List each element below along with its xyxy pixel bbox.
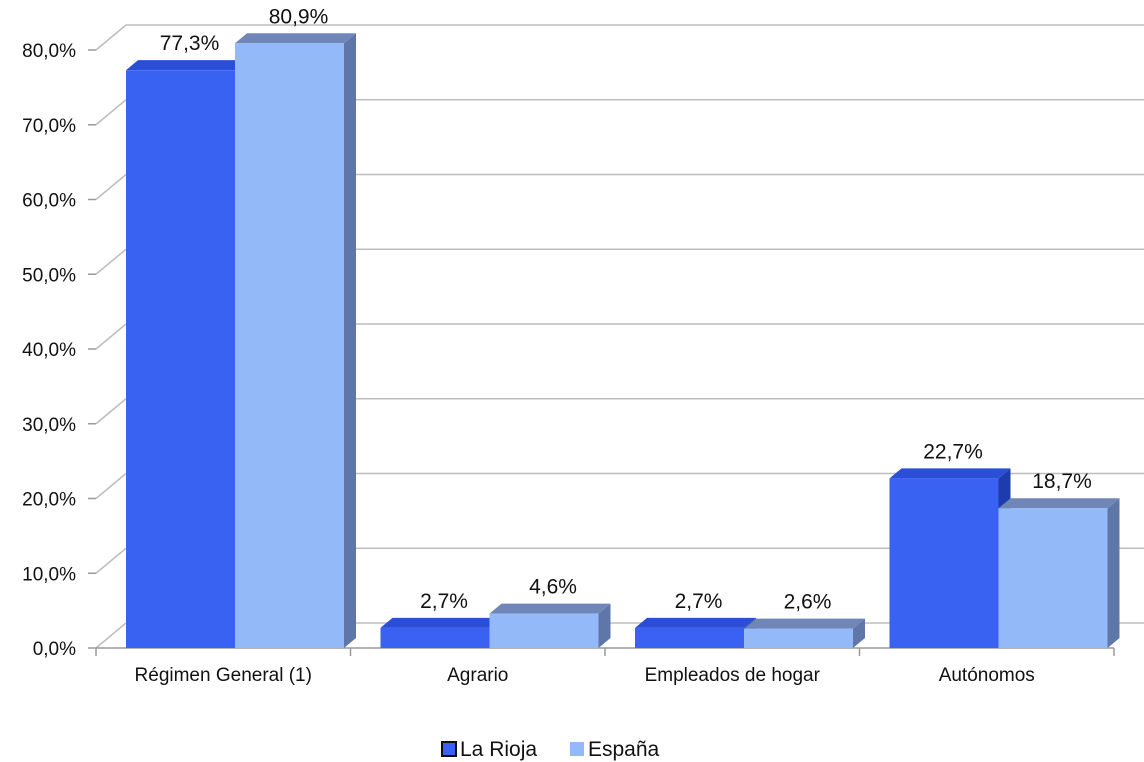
bar-top xyxy=(998,498,1120,509)
legend-label: España xyxy=(588,738,660,761)
gridline-edge xyxy=(95,323,127,350)
gridline-edge xyxy=(95,622,127,649)
data-label: 2,7% xyxy=(420,590,468,613)
bar xyxy=(998,508,1108,648)
legend-swatch xyxy=(441,741,457,757)
bar xyxy=(489,613,599,648)
y-tick-label: 20,0% xyxy=(22,490,76,511)
y-tick-label: 50,0% xyxy=(22,265,76,286)
gridline-edge xyxy=(95,99,127,126)
bar xyxy=(126,70,235,649)
bar-side xyxy=(344,33,356,648)
data-label: 18,7% xyxy=(1032,470,1092,493)
bar-top xyxy=(635,617,756,628)
category-label: Régimen General (1) xyxy=(135,665,312,686)
y-tick-label: 0,0% xyxy=(33,639,76,660)
data-labels: 77,3% 80,9% 2,7% 4,6% 2,7% 2,6% 22,7% 18,7% xyxy=(160,5,1092,613)
bar xyxy=(380,627,490,648)
bar-side xyxy=(598,603,611,648)
y-tick-label: 60,0% xyxy=(22,191,76,212)
category-label: Agrario xyxy=(447,665,508,686)
bar xyxy=(889,478,999,648)
category-label: Autónomos xyxy=(939,665,1035,686)
y-tick-label: 30,0% xyxy=(22,415,76,436)
y-axis: 0,0% 10,0% 20,0% 30,0% 40,0% 50,0% 60,0% 70,0% 8… xyxy=(22,41,96,660)
data-label: 2,6% xyxy=(784,591,832,614)
bar-top xyxy=(235,33,356,44)
x-axis: Régimen General (1) Agrario Empleados de h… xyxy=(95,647,1115,686)
data-label: 77,3% xyxy=(160,32,220,55)
data-label: 2,7% xyxy=(675,590,723,613)
gridline-edge xyxy=(95,547,127,574)
gridline-edge xyxy=(95,398,127,425)
bar-side xyxy=(853,618,865,648)
y-tick-label: 10,0% xyxy=(22,564,76,585)
y-tick-label: 80,0% xyxy=(22,41,76,62)
data-label: 80,9% xyxy=(269,5,329,28)
bar xyxy=(235,43,344,648)
y-tick-label: 70,0% xyxy=(22,116,76,137)
bar-top xyxy=(489,603,611,614)
data-label: 4,6% xyxy=(529,576,577,599)
gridline-edge xyxy=(95,472,127,500)
bar-top xyxy=(380,617,502,628)
bar-top xyxy=(126,60,247,71)
bar-top xyxy=(744,618,865,629)
gridline-edge xyxy=(95,24,127,51)
bar-top xyxy=(889,468,1011,479)
data-label: 22,7% xyxy=(923,440,983,463)
gridline-edge xyxy=(95,248,127,275)
bar xyxy=(635,627,744,648)
bar-side xyxy=(1107,498,1120,648)
y-tick-label: 40,0% xyxy=(22,340,76,361)
gridline-edge xyxy=(95,173,127,201)
legend-label: La Rioja xyxy=(460,738,537,761)
legend: La Rioja España xyxy=(441,738,660,761)
legend-swatch xyxy=(570,742,584,756)
bars xyxy=(126,33,1120,649)
bar xyxy=(744,628,853,648)
category-label: Empleados de hogar xyxy=(645,665,821,686)
